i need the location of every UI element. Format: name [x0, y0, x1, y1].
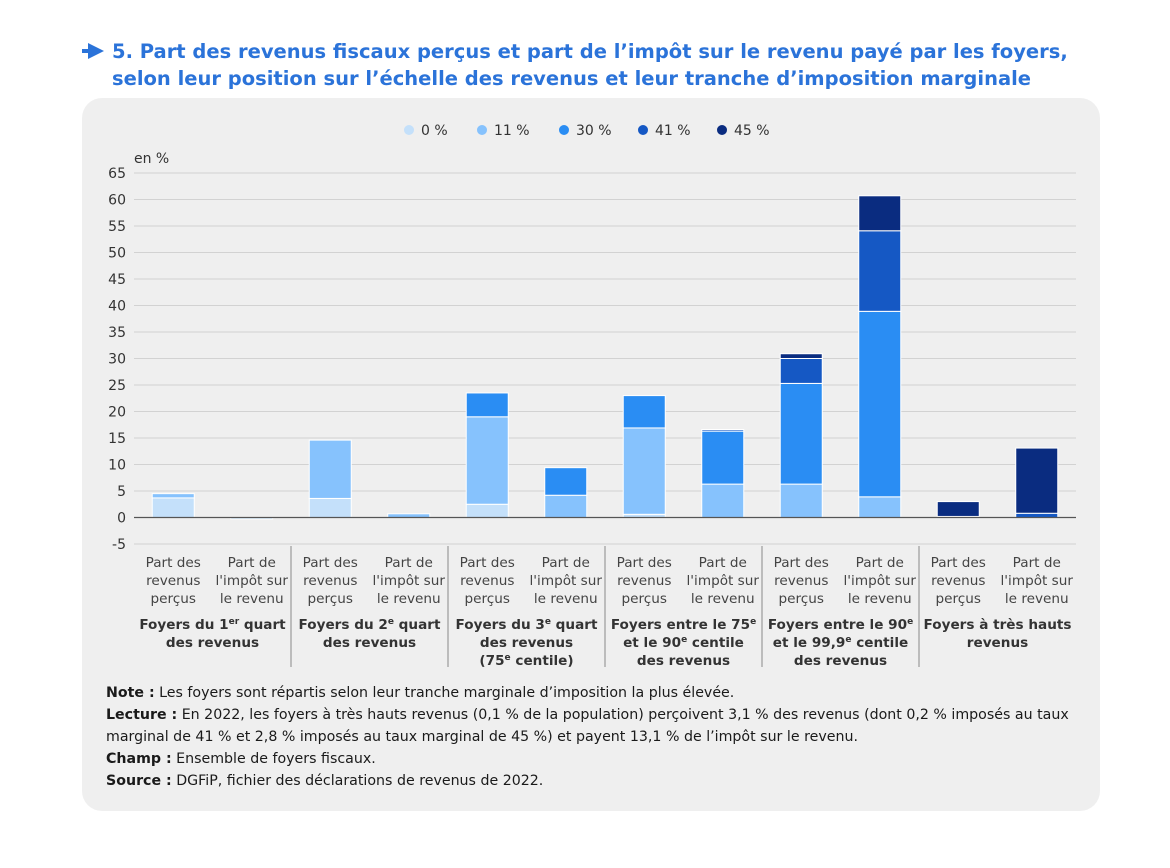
chart-panel [82, 98, 1100, 811]
group-label: Foyers entre le 90e et le 99,9e centile de… [768, 617, 913, 669]
group-label: Foyers du 3e quart des revenus (75e centil… [456, 617, 598, 669]
y-tick-label: 60 [108, 193, 126, 209]
source-line: Source : DGFiP, fichier des déclarations… [106, 770, 1096, 792]
legend-label: 30 % [576, 123, 612, 139]
group-labels: Foyers du 1er quart des revenus Foyers du … [139, 546, 1071, 669]
legend-label: 45 % [734, 123, 770, 139]
bar-segment [151, 493, 195, 499]
chart-legend: 0 % 11 % 30 % 41 % 45 % [404, 123, 770, 139]
x-tick-label: Part des revenus perçus [303, 555, 358, 607]
x-tick-label: Part de l'impôt sur le revenu [1001, 555, 1074, 607]
bar-segment [701, 429, 745, 432]
bar-series [151, 195, 1059, 520]
bar-segment [308, 439, 352, 499]
x-tick-label: Part de l'impôt sur le revenu [844, 555, 917, 607]
bar-segment [1015, 512, 1059, 519]
x-tick-label: Part des revenus perçus [931, 555, 986, 607]
bar-segment [465, 503, 509, 518]
y-tick-label: 45 [108, 272, 126, 288]
y-tick-label: 65 [108, 166, 126, 182]
legend-marker [638, 125, 648, 135]
y-tick-label: 15 [108, 431, 126, 447]
legend-marker [717, 125, 727, 135]
x-tick-label: Part des revenus perçus [774, 555, 829, 607]
champ-label: Champ : [106, 751, 172, 767]
title-line-2: selon leur position sur l’échelle des re… [112, 67, 1032, 90]
bar-segment [622, 395, 666, 429]
legend-label: 11 % [494, 123, 530, 139]
figure-title: 5. Part des revenus fiscaux perçus et pa… [112, 38, 1132, 92]
y-tick-label: 10 [108, 458, 126, 474]
legend-marker [559, 125, 569, 135]
bar-segment [622, 427, 666, 515]
note-label: Note : [106, 685, 155, 701]
bar-segment [151, 497, 195, 519]
x-tick-label: Part de l'impôt sur le revenu [687, 555, 760, 607]
y-tick-label: 40 [108, 299, 126, 315]
champ-text: Ensemble de foyers fiscaux. [171, 751, 376, 767]
y-tick-label: 20 [108, 405, 126, 421]
y-tick-label: 55 [108, 219, 126, 235]
bar-segment [858, 310, 902, 498]
chart-notes: Note : Les foyers sont répartis selon le… [106, 682, 1096, 792]
x-tick-label: Part de l'impôt sur le revenu [373, 555, 446, 607]
y-tick-label: 5 [117, 484, 126, 500]
legend-label: 41 % [655, 123, 691, 139]
y-tick-label: 25 [108, 378, 126, 394]
champ-line: Champ : Ensemble de foyers fiscaux. [106, 748, 1096, 770]
bar-segment [465, 392, 509, 418]
group-label: Foyers entre le 75e et le 90e centile des … [611, 617, 756, 669]
y-tick-label: 50 [108, 246, 126, 262]
note-text: Les foyers sont répartis selon leur tran… [154, 685, 735, 701]
x-axis-labels: Part des revenus perçus Part de l'impôt sur l… [146, 555, 1074, 607]
play-arrow-icon [82, 43, 104, 59]
group-label: Foyers du 1er quart des revenus [139, 617, 286, 651]
y-axis-unit-label: en % [134, 151, 169, 167]
x-tick-label: Part des revenus perçus [146, 555, 201, 607]
bar-segment [858, 195, 902, 232]
lecture-text: En 2022, les foyers à très hauts revenus… [106, 707, 1069, 745]
bar-segment [858, 496, 902, 518]
y-axis-ticks: -5 0 5 10 15 20 25 30 35 40 45 50 55 60 65 [108, 166, 126, 553]
x-tick-label: Part de l'impôt sur le revenu [530, 555, 603, 607]
group-label: Foyers du 2e quart des revenus [299, 617, 441, 651]
y-tick-label: 30 [108, 352, 126, 368]
bar-segment [544, 494, 588, 518]
x-tick-label: Part des revenus perçus [460, 555, 515, 607]
source-text: DGFiP, fichier des déclarations de reven… [171, 773, 544, 789]
bar-segment [779, 353, 823, 360]
bar-segment [465, 416, 509, 505]
bar-segment [701, 483, 745, 518]
legend-marker [477, 125, 487, 135]
y-tick-label: 0 [117, 511, 126, 527]
y-tick-label: -5 [112, 537, 126, 553]
lecture-label: Lecture : [106, 707, 178, 723]
bar-segment [779, 382, 823, 485]
title-line-1: 5. Part des revenus fiscaux perçus et pa… [112, 40, 1068, 63]
bar-segment [858, 230, 902, 312]
bar-segment [544, 467, 588, 496]
bar-segment [308, 497, 352, 519]
y-gridlines [134, 172, 1076, 545]
y-tick-label: 35 [108, 325, 126, 341]
lecture-line: Lecture : En 2022, les foyers à très hau… [106, 704, 1096, 748]
group-label: Foyers à très hauts revenus [924, 617, 1072, 651]
x-tick-label: Part des revenus perçus [617, 555, 672, 607]
bar-segment [1015, 447, 1059, 514]
bar-segment [779, 483, 823, 518]
x-tick-label: Part de l'impôt sur le revenu [216, 555, 289, 607]
legend-label: 0 % [421, 123, 448, 139]
bar-segment [701, 430, 745, 485]
legend-marker [404, 125, 414, 135]
bar-segment [779, 358, 823, 384]
bar-segment [936, 501, 980, 517]
note-line: Note : Les foyers sont répartis selon le… [106, 682, 1096, 704]
source-label: Source : [106, 773, 172, 789]
